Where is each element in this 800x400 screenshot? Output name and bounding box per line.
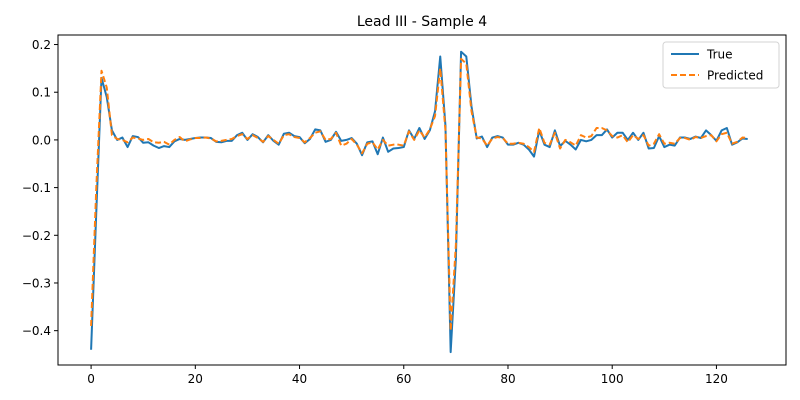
legend-true-label: True [706,48,733,62]
y-tick-label: −0.4 [22,324,51,338]
series-lines [90,50,748,354]
series-true-line [90,50,748,354]
series-predicted-line [90,57,748,332]
y-tick-label: 0.2 [32,38,51,52]
x-tick-label: 120 [705,372,728,386]
x-tick-label: 40 [292,372,307,386]
x-tick-label: 100 [601,372,624,386]
y-tick-label: −0.2 [22,229,51,243]
x-tick-label: 60 [396,372,411,386]
y-tick-label: 0.1 [32,86,51,100]
y-tick-label: 0.0 [32,133,51,147]
axis-ticks: 0 20 40 60 80 100 120 −0.4 −0.3 −0.2 −0.1 0.0 0.1 0.2 [22,38,728,386]
legend: True Predicted [662,41,780,89]
x-tick-label: 80 [500,372,515,386]
y-tick-label: −0.1 [22,181,51,195]
legend-predicted-label: Predicted [707,69,763,83]
plot-frame [57,34,787,366]
x-tick-label: 20 [188,372,203,386]
chart-title: Lead III - Sample 4 [357,14,487,30]
y-tick-label: −0.3 [22,276,51,290]
x-tick-label: 0 [87,372,95,386]
